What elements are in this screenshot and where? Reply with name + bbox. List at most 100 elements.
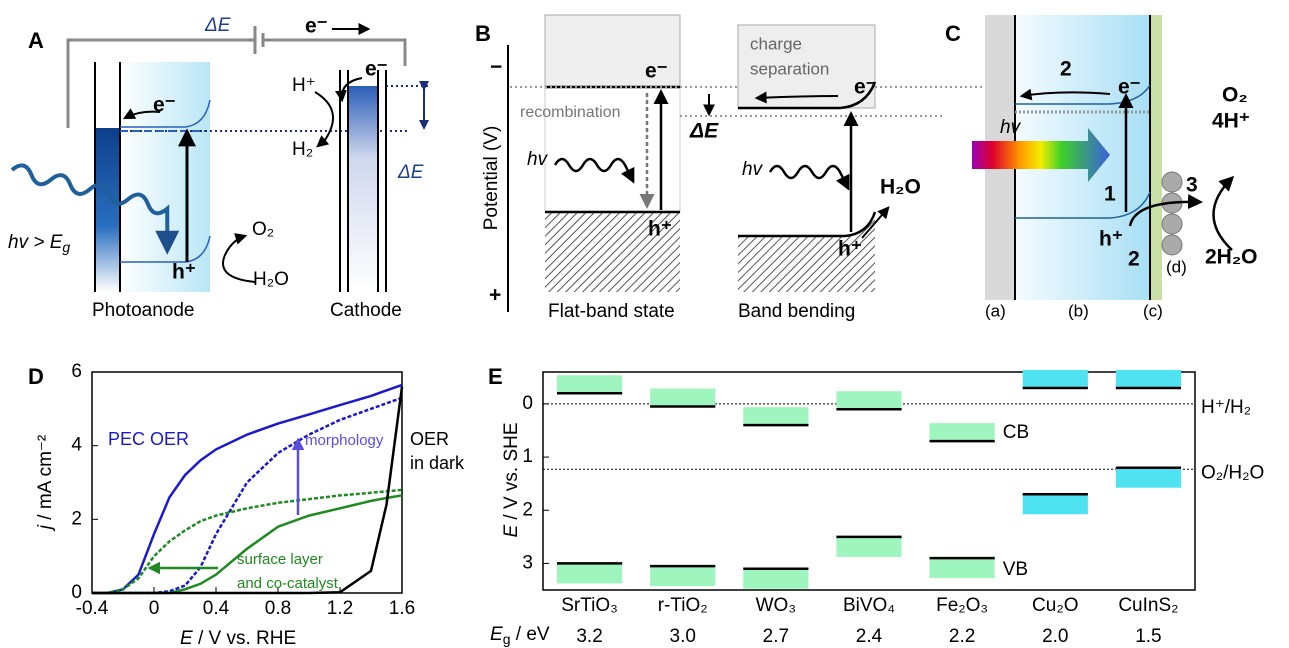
panel-label: E: [488, 364, 503, 389]
y-tick-label: 0: [71, 582, 82, 603]
vb-edge: [120, 235, 211, 263]
cathode-label: Cathode: [330, 300, 402, 321]
hole: h⁺: [1099, 228, 1123, 251]
cb-box: [556, 375, 623, 394]
panel-c: C hv 1 e⁻ 2 h⁺ 2 3 O₂ 4H⁺ 2H₂O (d) (a) (…: [945, 15, 1258, 320]
delta-e: ΔE: [397, 162, 424, 183]
layer-label: (c): [1143, 301, 1163, 320]
annotation: surface layer: [237, 551, 323, 568]
x-tick-label: Fe₂O₃: [936, 595, 988, 616]
annotation: PEC OER: [108, 429, 189, 449]
recombination-label: recombination: [520, 104, 621, 121]
data-line: [92, 383, 403, 595]
gap-axis-label: Eg / eV: [490, 624, 550, 647]
photon-label: hv: [742, 159, 764, 180]
y-tick-label: 2: [522, 499, 533, 520]
gap-value: 2.2: [949, 626, 975, 647]
annotation: morphology: [305, 432, 384, 449]
cb-box: [650, 388, 716, 407]
oxidation-arrow: [222, 233, 256, 283]
hole: h⁺: [838, 238, 862, 261]
electron: e⁻: [645, 60, 668, 83]
gap-value: 2.0: [1042, 626, 1068, 647]
y-tick-label: 2: [71, 508, 82, 529]
y-axis-title: E / V vs. SHE: [501, 422, 522, 537]
panel-label: B: [475, 21, 491, 46]
cb-box: [929, 423, 995, 442]
gap-value: 2.4: [856, 626, 883, 647]
photon-sub: g: [62, 239, 70, 255]
electron: e⁻: [854, 76, 877, 99]
x-tick-label: BiVO₄: [843, 595, 895, 616]
y-tick-label: 3: [522, 552, 533, 573]
step-label: 2: [1060, 58, 1072, 81]
arrow: [754, 91, 839, 104]
x-tick-label: 1.6: [389, 598, 415, 619]
vb-box: [650, 566, 716, 587]
panel-b: B − + Potential (V) e⁻ h⁺ recombination …: [475, 14, 1000, 322]
photon-label: hv > Eg: [8, 232, 70, 255]
vb-box: [929, 558, 995, 579]
symbol: E: [180, 628, 193, 648]
arrow: [334, 77, 363, 103]
valence-region: [738, 212, 875, 292]
step-label: 3: [1186, 174, 1198, 197]
cocatalyst: [1161, 234, 1183, 256]
flat-band-label: Flat-band state: [548, 301, 675, 322]
vb-box: [743, 568, 809, 589]
o2: O₂: [1222, 84, 1248, 107]
h2o: H₂O: [253, 269, 289, 290]
cocatalyst: [1161, 213, 1183, 235]
delta-e: ΔE: [689, 120, 719, 143]
valence-region: [545, 212, 680, 292]
h2o: H₂O: [880, 176, 921, 199]
symbol: j: [35, 524, 56, 532]
separation-label: charge: [750, 34, 802, 53]
reference-label: O₂/H₂O: [1201, 462, 1264, 483]
panel-label: C: [945, 21, 961, 46]
hole: h⁺: [648, 218, 672, 241]
x-tick-label: 0: [149, 598, 160, 619]
vb-box: [1115, 467, 1182, 488]
h2o: 2H₂O: [1205, 246, 1258, 269]
y-tick-label: 6: [71, 361, 82, 382]
y-tick-label: 0: [522, 393, 533, 414]
photon-wave: [10, 163, 180, 255]
electron: e⁻: [365, 58, 388, 81]
cathode-body: [348, 86, 378, 292]
photon-text: hv > E: [8, 232, 63, 253]
subscript: g: [503, 631, 511, 647]
cb-edge: [738, 81, 877, 110]
photoanode-label: Photoanode: [92, 300, 195, 321]
cb-box: [1115, 369, 1182, 388]
vb-box: [836, 536, 902, 557]
axis-title: Potential (V): [481, 126, 502, 231]
cb-edge: [120, 99, 211, 128]
plot-frame: [542, 371, 1196, 591]
x-tick-label: 1.2: [327, 598, 353, 619]
photon-wave: [768, 164, 850, 191]
x-tick-label: 0.4: [203, 598, 230, 619]
text: / V vs. SHE: [501, 422, 522, 524]
x-tick-label: WO₃: [756, 595, 796, 616]
annotation: in dark: [410, 453, 465, 473]
photon-wave: [553, 157, 635, 184]
hole: h⁺: [172, 261, 196, 284]
cocatalyst: [1161, 171, 1183, 193]
y-tick-label: 4: [71, 435, 82, 456]
electron: e⁻: [153, 94, 176, 117]
panel-a: A ΔE e⁻ e⁻ h⁺ hv > Eg O₂ H₂O Photoanode …: [8, 15, 430, 321]
x-tick-label: CuInS₂: [1118, 595, 1178, 616]
vacuum-box: [544, 14, 681, 88]
band-bending-label: Band bending: [738, 301, 855, 322]
text: / eV: [510, 624, 549, 645]
x-tick-label: Cu₂O: [1032, 595, 1078, 616]
x-tick-label: SrTiO₃: [561, 595, 618, 616]
circuit-wire: [66, 38, 407, 128]
light-arrow: [972, 128, 1110, 182]
depletion-bar: [95, 128, 120, 292]
gap-value: 3.2: [576, 626, 602, 647]
data-line: [92, 386, 404, 595]
h-plus: 4H⁺: [1212, 110, 1250, 133]
